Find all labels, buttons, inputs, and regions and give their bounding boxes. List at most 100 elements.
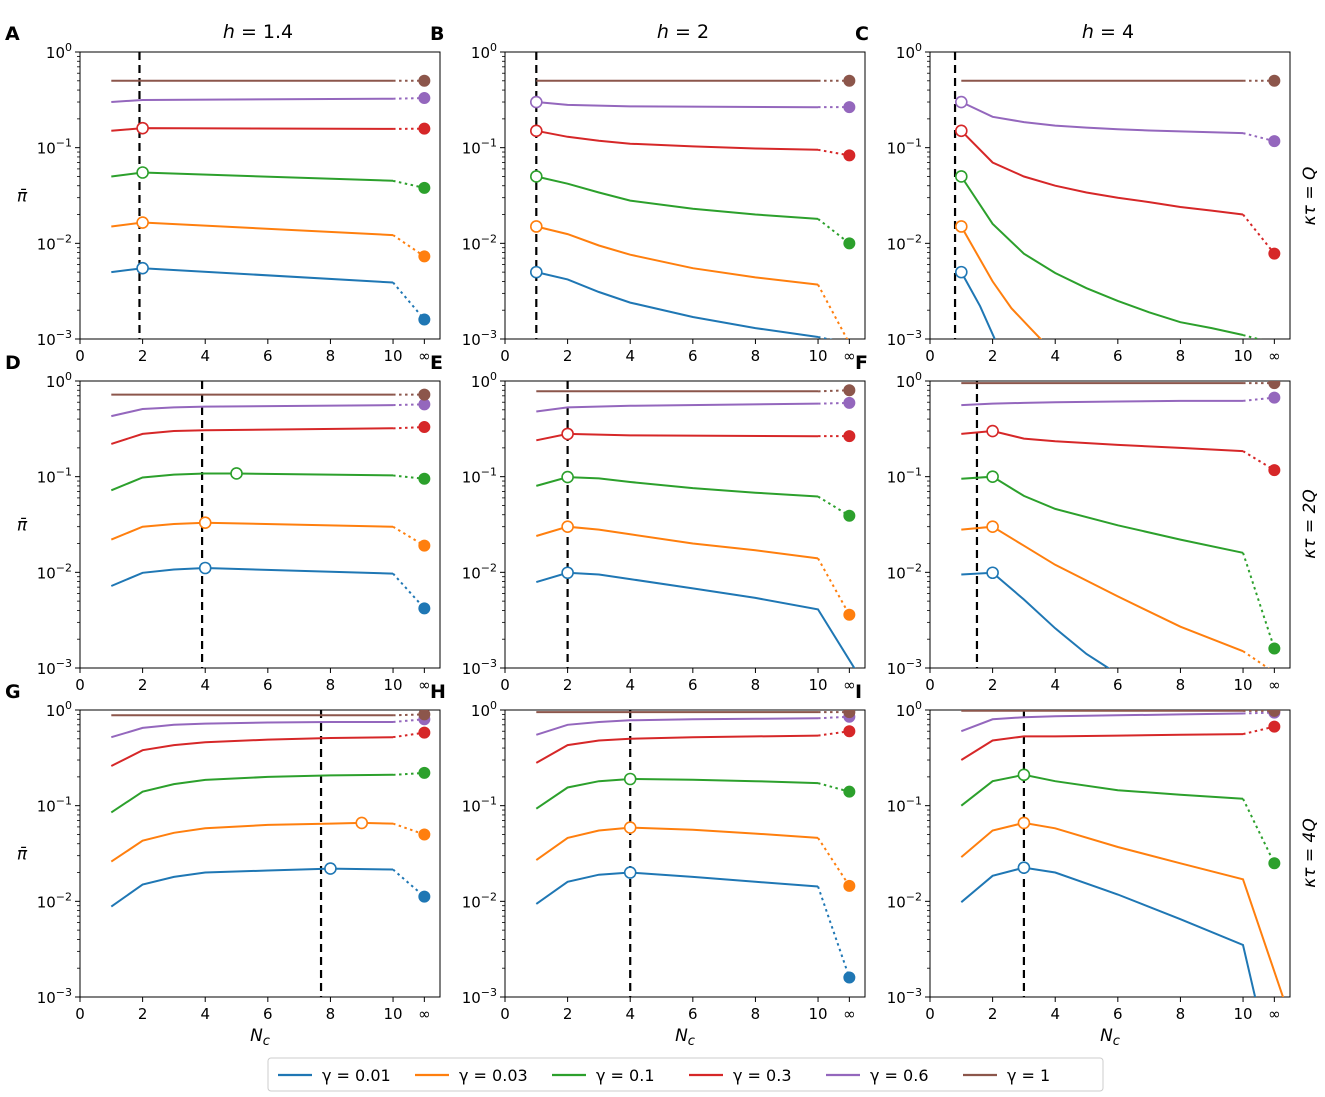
y-tick-label: 10−2 (37, 232, 72, 253)
y-tick-label: 100 (46, 41, 72, 62)
y-tick-label: 10−2 (887, 890, 922, 911)
x-tick-label: 4 (625, 347, 635, 365)
legend-label-1: γ = 0.01 (322, 1066, 391, 1085)
limit-marker-4 (843, 430, 856, 443)
x-tick-label: 8 (326, 1005, 336, 1023)
x-tick-label: 6 (1113, 676, 1123, 694)
y-tick-label: 10−2 (37, 890, 72, 911)
x-tick-label: 2 (138, 347, 148, 365)
series-line-2 (111, 221, 394, 237)
x-tick-label: 2 (988, 1005, 998, 1023)
x-tick-label: 4 (200, 347, 210, 365)
y-tick-label: 10−2 (462, 561, 497, 582)
series-line-4 (535, 734, 819, 764)
series-line-3 (960, 175, 1244, 336)
x-tick-label: 4 (200, 1005, 210, 1023)
y-tick-label: 10−3 (462, 328, 497, 349)
legend-items: γ = 0.01 γ = 0.03 γ = 0.1 γ = 0.3 γ = 0.6 γ =… (278, 1066, 1050, 1085)
optimum-marker-1 (1017, 861, 1031, 874)
x-tick-label: ∞ (418, 347, 431, 365)
x-tick-label: 0 (75, 676, 85, 694)
y-tick-label: 10−3 (462, 986, 497, 1007)
legend-label-2: γ = 0.03 (459, 1066, 528, 1085)
limit-marker-4 (1268, 720, 1281, 733)
optimum-marker-3 (230, 467, 243, 480)
series-line-4 (110, 736, 394, 767)
y-axis-label: π̄ (17, 187, 28, 207)
x-tick-label: 10 (808, 676, 827, 694)
limit-marker-6 (1268, 74, 1281, 87)
x-tick-label: 4 (625, 1005, 635, 1023)
y-tick-label: 100 (471, 41, 497, 62)
x-tick-label: 10 (1233, 676, 1252, 694)
limit-marker-5 (843, 101, 856, 114)
legend-label-5: γ = 0.6 (870, 1066, 929, 1085)
y-tick-label: 10−1 (462, 137, 497, 158)
legend-label-3: γ = 0.1 (596, 1066, 655, 1085)
series-extrapolation-4 (1242, 213, 1276, 255)
x-tick-label: ∞ (418, 1005, 431, 1023)
limit-marker-5 (418, 92, 431, 105)
series-extrapolation-1 (392, 572, 426, 610)
series-extrapolation-4 (1242, 450, 1275, 471)
x-tick-label: 10 (383, 676, 402, 694)
x-tick-label: 10 (808, 1005, 827, 1023)
x-tick-label: 6 (1113, 347, 1123, 365)
panel-frame (504, 709, 866, 998)
x-tick-label: 4 (1050, 347, 1060, 365)
series-line-3 (110, 773, 394, 814)
x-axis-label: Nc (675, 1026, 695, 1049)
y-tick-label: 100 (896, 699, 922, 720)
panel-frame (79, 380, 441, 669)
x-axis-label: Nc (250, 1026, 270, 1049)
optimum-marker-2 (986, 520, 999, 533)
panel-data (960, 710, 1285, 997)
x-tick-label: 10 (808, 347, 827, 365)
series-line-2 (535, 826, 819, 861)
optimum-marker-4 (136, 121, 149, 135)
x-tick-label: ∞ (1268, 676, 1281, 694)
y-tick-label: 10−3 (462, 657, 497, 678)
limit-marker-4 (418, 726, 431, 739)
x-tick-label: 8 (1176, 347, 1186, 365)
series-line-4 (960, 733, 1244, 761)
y-tick-label: 100 (46, 699, 72, 720)
panel-letter: G (5, 681, 21, 703)
x-tick-label: 4 (625, 676, 635, 694)
column-title-3: h = 4 (1082, 21, 1134, 43)
optimum-marker-3 (530, 170, 543, 183)
optimum-marker-3 (623, 772, 637, 786)
optimum-marker-3 (1017, 768, 1031, 782)
optimum-marker-2 (530, 220, 543, 233)
y-tick-label: 100 (896, 370, 922, 391)
panel-letter: C (855, 23, 869, 45)
series-line-2 (960, 821, 1285, 997)
limit-marker-6 (418, 710, 431, 721)
optimum-marker-1 (955, 265, 968, 279)
series-line-3 (536, 476, 819, 498)
y-tick-label: 10−3 (887, 657, 922, 678)
x-tick-label: ∞ (1268, 1005, 1281, 1023)
series-extrapolation-1 (392, 281, 426, 321)
series-extrapolation-3 (817, 495, 850, 517)
series-line-3 (111, 171, 394, 182)
series-line-1 (110, 867, 394, 908)
x-tick-label: 6 (688, 1005, 698, 1023)
series-line-1 (535, 871, 819, 905)
series-extrapolation-3 (1242, 798, 1276, 864)
series-line-4 (110, 427, 394, 445)
optimum-marker-1 (623, 866, 637, 879)
x-tick-label: 8 (751, 1005, 761, 1023)
optimum-marker-2 (1017, 816, 1031, 830)
series-line-5 (111, 721, 393, 739)
x-tick-label: 0 (500, 1005, 510, 1023)
series-line-2 (110, 521, 394, 541)
limit-marker-3 (418, 181, 431, 194)
optimum-marker-1 (198, 561, 212, 575)
series-line-4 (961, 429, 1244, 453)
optimum-marker-2 (355, 816, 369, 830)
limit-marker-6 (843, 384, 856, 397)
x-tick-label: 6 (688, 676, 698, 694)
x-tick-label: 8 (751, 676, 761, 694)
